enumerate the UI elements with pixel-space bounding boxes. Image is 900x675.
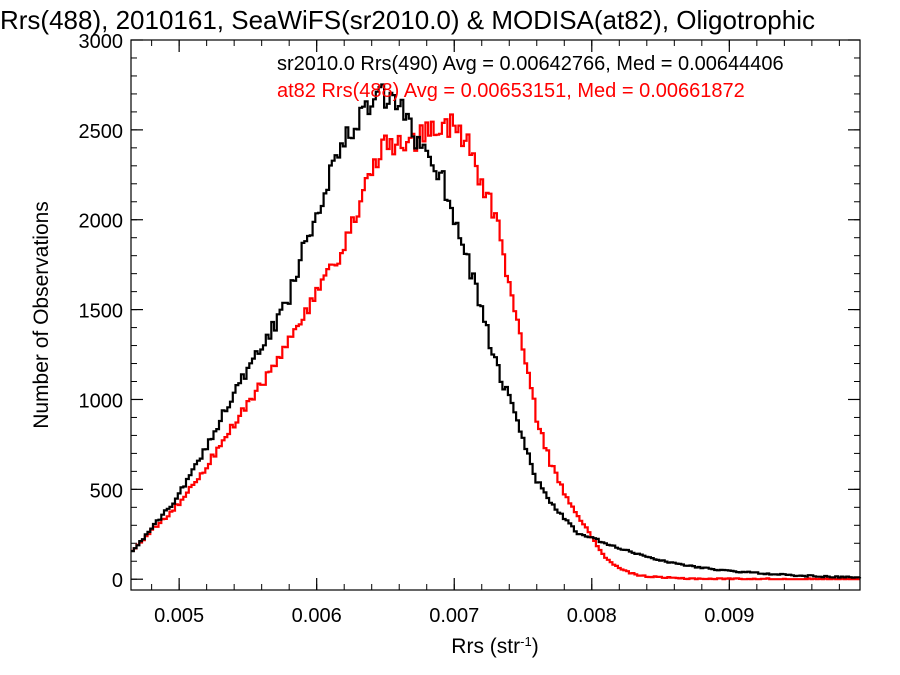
plot-frame bbox=[130, 39, 861, 591]
y-tick-label: 3000 bbox=[79, 31, 124, 53]
y-tick-label: 0 bbox=[112, 570, 123, 592]
y-tick-label: 2500 bbox=[79, 121, 124, 143]
y-tick-label: 1500 bbox=[79, 301, 124, 323]
x-axis-label-sup: -1 bbox=[520, 634, 532, 649]
x-tick-label: 0.006 bbox=[292, 605, 342, 627]
y-tick-label: 2000 bbox=[79, 211, 124, 233]
x-axis-label: Rrs (str-1) bbox=[451, 634, 538, 659]
chart-title: Rrs(488), 2010161, SeaWiFS(sr2010.0) & M… bbox=[0, 5, 815, 35]
x-tick-label: 0.008 bbox=[567, 605, 617, 627]
series-layer bbox=[131, 83, 862, 581]
series-at82-red-line bbox=[131, 113, 860, 581]
x-axis-label-suffix: ) bbox=[532, 635, 539, 658]
x-tick-label: 0.005 bbox=[154, 605, 204, 627]
y-tick-label: 500 bbox=[90, 480, 123, 502]
y-tick-label: 1000 bbox=[79, 390, 124, 412]
x-tick-label: 0.007 bbox=[429, 605, 479, 627]
x-tick-label: 0.009 bbox=[704, 605, 754, 627]
x-axis-label-main: Rrs (str bbox=[451, 635, 520, 658]
axis-ticks: 0.005 0.006 0.007 0.008 0.009 0 500 1000 1500 200… bbox=[79, 31, 860, 627]
legend-entry-black: sr2010.0 Rrs(490) Avg = 0.00642766, Med … bbox=[277, 53, 784, 75]
series-sr2010-black-line bbox=[131, 83, 862, 579]
y-axis-label: Number of Observations bbox=[30, 201, 53, 429]
legend-entry-red: at82 Rrs(488) Avg = 0.00653151, Med = 0.… bbox=[277, 80, 745, 102]
